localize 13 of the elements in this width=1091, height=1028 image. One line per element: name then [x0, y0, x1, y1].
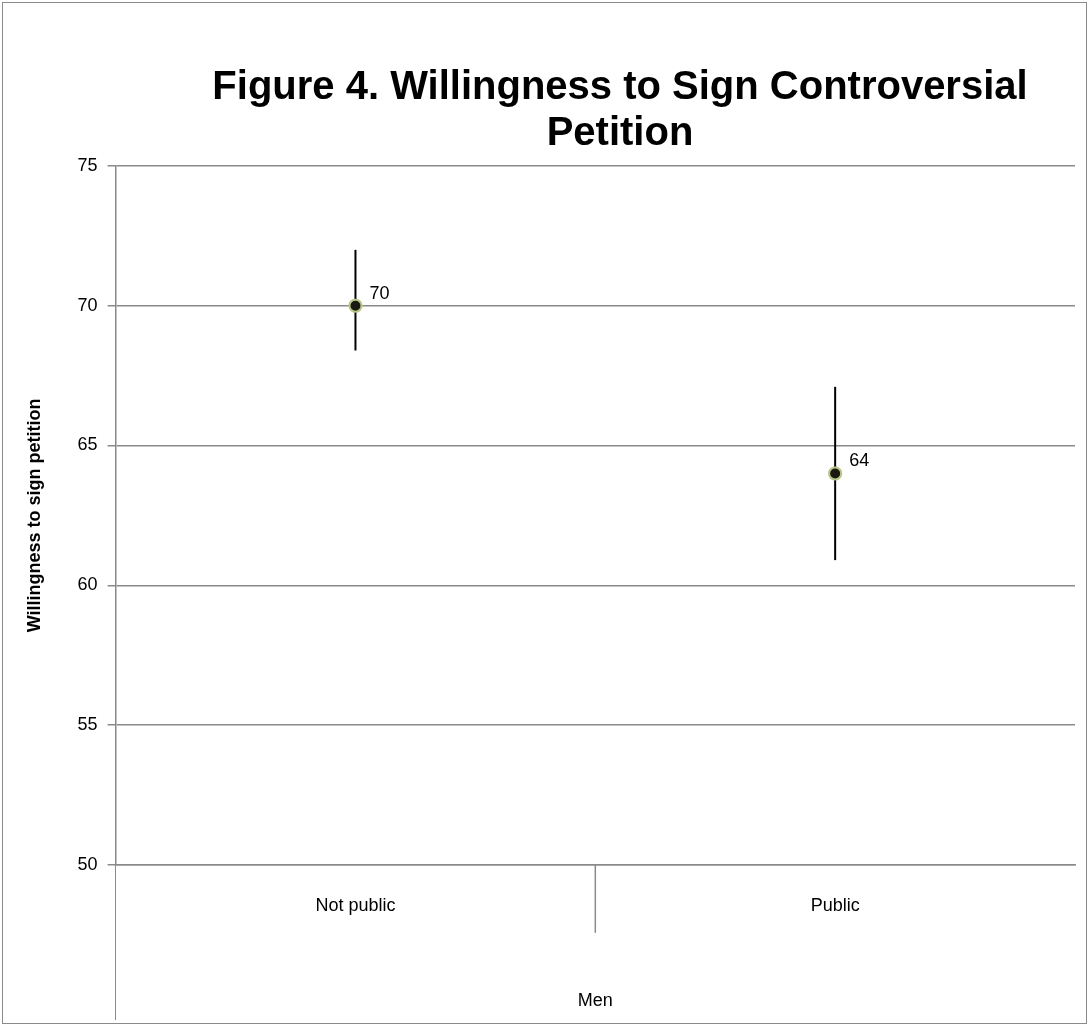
chart-title: Figure 4. Willingness to Sign Controversial Petition [211, 62, 1029, 154]
y-tick-label: 70 [77, 294, 98, 315]
y-tick-label: 50 [77, 853, 98, 874]
x-tick-label: Not public [315, 894, 396, 915]
y-tick-label: 55 [77, 714, 98, 735]
y-axis-title: Willingness to sign petition [23, 398, 44, 633]
data-label: 70 [369, 282, 390, 303]
y-tick-label: 65 [77, 434, 98, 455]
x-axis-title: Men [577, 990, 613, 1011]
y-tick-label: 75 [77, 154, 98, 175]
data-label: 64 [849, 450, 870, 471]
x-tick-label: Public [810, 894, 860, 915]
y-tick-label: 60 [77, 574, 98, 595]
